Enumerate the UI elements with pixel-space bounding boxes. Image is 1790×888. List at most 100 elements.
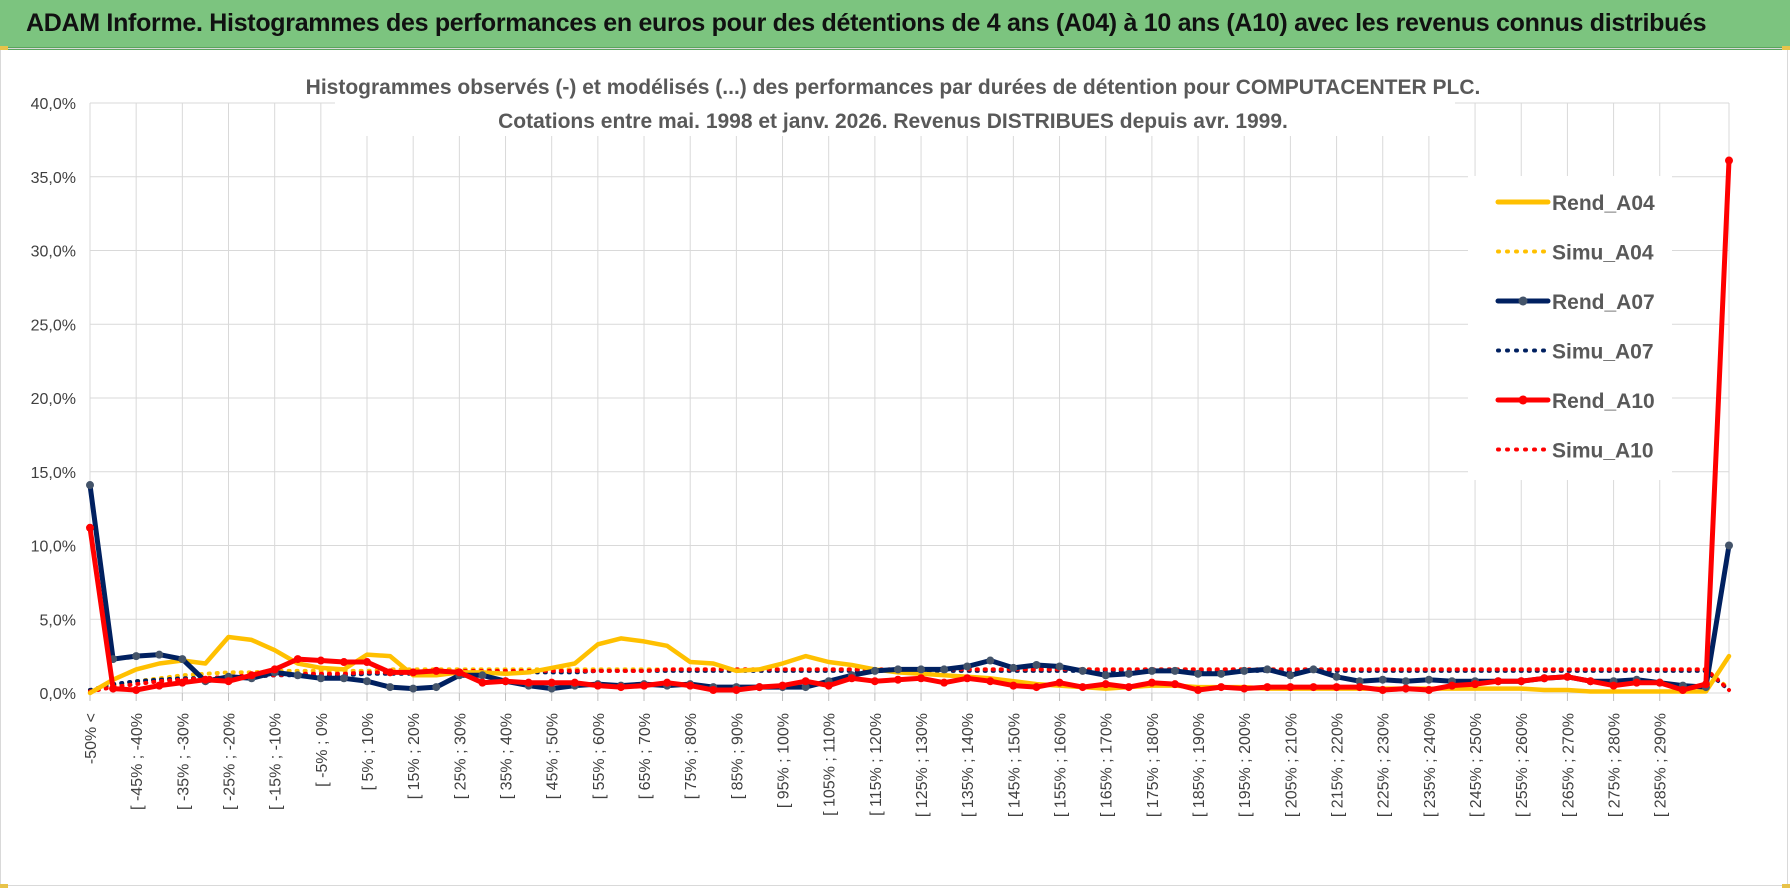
data-point-Rend_A10: [917, 674, 926, 683]
data-point-Rend_A07: [1332, 672, 1341, 681]
data-point-Rend_A07: [386, 683, 395, 692]
data-point-Rend_A10: [1447, 681, 1456, 690]
legend-label-Simu_A04: Simu_A04: [1552, 242, 1654, 265]
data-point-Rend_A10: [178, 678, 187, 687]
x-tick-label: [ 285% ; 290%: [1653, 713, 1670, 817]
data-point-Rend_A07: [1725, 541, 1733, 550]
legend-label-Simu_A07: Simu_A07: [1552, 341, 1654, 364]
data-point-Rend_A07: [963, 662, 972, 671]
data-point-Rend_A10: [270, 665, 279, 674]
data-point-Rend_A07: [1355, 677, 1364, 686]
corner-accent: [1782, 46, 1790, 50]
data-point-Rend_A07: [1170, 666, 1179, 675]
x-tick-label: [ 205% ; 210%: [1283, 713, 1300, 817]
data-point-Rend_A07: [870, 666, 879, 675]
data-point-Rend_A07: [1240, 666, 1249, 675]
y-tick-label: 15,0%: [31, 465, 76, 482]
legend-label-Rend_A04: Rend_A04: [1552, 192, 1655, 215]
data-point-Rend_A10: [1078, 683, 1087, 692]
data-point-Rend_A10: [1424, 686, 1433, 695]
data-point-Rend_A10: [593, 681, 602, 690]
data-point-Rend_A10: [1124, 683, 1133, 692]
y-tick-label: 10,0%: [31, 539, 76, 556]
x-tick-label: [ 255% ; 260%: [1514, 713, 1531, 817]
x-tick-label: [ 35% ; 40%: [499, 713, 516, 799]
data-point-Rend_A10: [386, 668, 395, 677]
title-background: [335, 70, 1455, 136]
x-tick-label: [ 235% ; 240%: [1422, 713, 1439, 817]
data-point-Rend_A07: [1309, 665, 1318, 674]
data-point-Rend_A10: [1032, 683, 1041, 692]
data-point-Rend_A10: [940, 678, 949, 687]
legend-label-Rend_A10: Rend_A10: [1552, 390, 1655, 413]
data-point-Rend_A10: [1217, 683, 1226, 692]
data-point-Rend_A10: [86, 523, 94, 532]
legend-marker-Rend_A07: [1518, 296, 1528, 306]
y-tick-label: 35,0%: [31, 170, 76, 187]
data-point-Rend_A07: [293, 671, 302, 680]
data-point-Rend_A10: [1494, 677, 1503, 686]
y-tick-label: 0,0%: [40, 686, 76, 703]
data-point-Rend_A10: [1378, 686, 1387, 695]
data-point-Rend_A07: [1124, 669, 1133, 678]
y-tick-label: 5,0%: [40, 612, 76, 629]
x-tick-label: [ 185% ; 190%: [1191, 713, 1208, 817]
x-tick-label: [ 75% ; 80%: [683, 713, 700, 799]
data-point-Rend_A10: [1194, 686, 1203, 695]
x-axis-labels: -50% < [ -45% ; -40% [ -35% ; -30% [ -25% ;…: [83, 713, 1670, 817]
x-tick-label: [ 105% ; 110%: [822, 713, 839, 816]
y-tick-label: 20,0%: [31, 391, 76, 408]
data-point-Rend_A07: [1263, 665, 1272, 674]
chart-title-line-2: Cotations entre mai. 1998 et janv. 2026.…: [498, 110, 1288, 133]
data-point-Rend_A10: [1355, 683, 1364, 692]
legend-marker-Rend_A10: [1518, 395, 1528, 405]
x-tick-label: [ 15% ; 20%: [406, 713, 423, 799]
data-point-Rend_A10: [1332, 683, 1341, 692]
data-point-Rend_A10: [524, 678, 533, 687]
data-point-Rend_A10: [1609, 681, 1618, 690]
data-point-Rend_A10: [686, 681, 695, 690]
legend: Rend_A04 Simu_A04 Rend_A07 Simu_A07 Rend_A10…: [1495, 192, 1655, 463]
data-point-Rend_A10: [732, 686, 741, 695]
x-tick-label: [ 265% ; 270%: [1560, 713, 1577, 817]
data-point-Rend_A10: [778, 681, 787, 690]
data-point-Rend_A10: [293, 655, 302, 664]
data-point-Rend_A10: [1009, 681, 1018, 690]
data-point-Rend_A07: [1401, 677, 1410, 686]
data-point-Rend_A10: [224, 677, 233, 686]
x-tick-label: [ 225% ; 230%: [1376, 713, 1393, 817]
data-point-Rend_A07: [986, 656, 995, 665]
data-point-Rend_A07: [478, 671, 487, 680]
x-tick-label: [ 215% ; 220%: [1330, 713, 1347, 817]
legend-label-Rend_A07: Rend_A07: [1552, 291, 1655, 314]
data-point-Rend_A10: [1563, 672, 1572, 681]
data-point-Rend_A10: [1309, 683, 1318, 692]
data-point-Rend_A10: [247, 671, 256, 680]
data-point-Rend_A10: [1147, 678, 1156, 687]
data-point-Rend_A10: [1655, 678, 1664, 687]
x-tick-label: [ 125% ; 130%: [914, 713, 931, 817]
x-tick-label: [ 275% ; 280%: [1607, 713, 1624, 817]
data-point-Rend_A10: [478, 678, 487, 687]
data-point-Rend_A07: [801, 683, 810, 692]
y-tick-label: 40,0%: [31, 96, 76, 113]
data-point-Rend_A07: [316, 674, 325, 683]
data-point-Rend_A10: [709, 686, 718, 695]
data-point-Rend_A10: [1586, 677, 1595, 686]
data-point-Rend_A10: [663, 678, 672, 687]
data-point-Rend_A10: [1240, 684, 1249, 693]
data-point-Rend_A10: [501, 677, 510, 686]
data-point-Rend_A10: [986, 677, 995, 686]
data-point-Rend_A10: [432, 666, 441, 675]
legend-background: [1468, 176, 1672, 480]
data-point-Rend_A07: [1055, 662, 1064, 671]
data-point-Rend_A10: [1263, 683, 1272, 692]
corner-accent: [0, 884, 8, 888]
data-point-Rend_A10: [640, 681, 649, 690]
x-tick-label: [ -5% ; 0%: [314, 713, 331, 787]
x-tick-label: [ 145% ; 150%: [1006, 713, 1023, 817]
data-point-Rend_A10: [1678, 686, 1687, 695]
data-point-Rend_A10: [363, 658, 372, 667]
data-point-Rend_A10: [1101, 680, 1110, 689]
data-point-Rend_A10: [1055, 678, 1064, 687]
